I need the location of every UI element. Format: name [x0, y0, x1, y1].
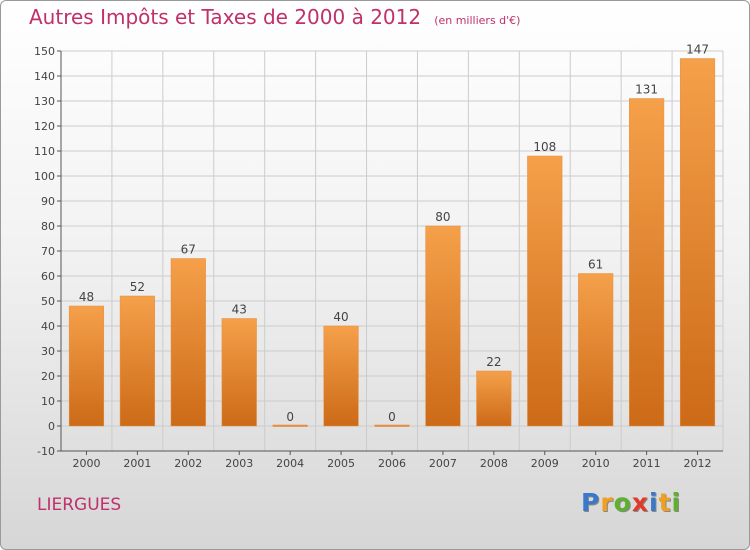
bar-2011 — [629, 98, 665, 427]
bar-2001 — [119, 295, 155, 427]
y-tick-label: 10 — [41, 395, 55, 408]
x-tick-label: 2002 — [174, 457, 202, 470]
bar-2008 — [476, 370, 512, 427]
y-tick-label: 110 — [34, 145, 55, 158]
brand-letter: i — [671, 488, 682, 517]
bar-2010 — [578, 273, 614, 427]
chart-title: Autres Impôts et Taxes de 2000 à 2012 — [29, 5, 422, 29]
bar-2002 — [170, 258, 206, 427]
x-tick-label: 2003 — [225, 457, 253, 470]
x-tick-label: 2012 — [684, 457, 712, 470]
data-label: 48 — [79, 290, 94, 304]
data-label: 80 — [435, 210, 450, 224]
brand-letter: x — [631, 488, 649, 517]
x-tick-label: 2004 — [276, 457, 304, 470]
data-label: 52 — [130, 280, 145, 294]
x-tick-label: 2009 — [531, 457, 559, 470]
y-tick-label: 150 — [34, 45, 55, 58]
location-label: LIERGUES — [37, 495, 122, 515]
data-label: 67 — [181, 243, 196, 257]
bar-2007 — [425, 225, 461, 427]
brand-letter: r — [600, 488, 614, 517]
x-tick-label: 2007 — [429, 457, 457, 470]
y-tick-label: 120 — [34, 120, 55, 133]
x-tick-label: 2006 — [378, 457, 406, 470]
y-tick-label: 130 — [34, 95, 55, 108]
bars — [68, 58, 716, 427]
axes — [57, 50, 723, 455]
x-tick-label: 2001 — [123, 457, 151, 470]
data-label: 40 — [333, 310, 348, 324]
y-tick-label: 70 — [41, 245, 55, 258]
y-tick-label: 50 — [41, 295, 55, 308]
bar-2000 — [68, 305, 105, 427]
x-tick-label: 2005 — [327, 457, 355, 470]
brand-letter: o — [613, 488, 632, 517]
y-tick-label: 0 — [48, 420, 55, 433]
bar-2005 — [323, 325, 359, 427]
data-label: 0 — [286, 410, 294, 424]
brand-letter: P — [581, 488, 601, 517]
brand-letter: t — [658, 488, 672, 517]
data-label: 43 — [232, 303, 247, 317]
data-label: 131 — [635, 83, 658, 97]
y-tick-label: 100 — [34, 170, 55, 183]
bar-2009 — [527, 155, 563, 427]
y-tick-label: 40 — [41, 320, 55, 333]
y-tick-label: 30 — [41, 345, 55, 358]
bar-2004 — [272, 424, 308, 427]
y-tick-label: 60 — [41, 270, 55, 283]
brand-letter: i — [649, 488, 659, 517]
x-tick-label: 2000 — [72, 457, 100, 470]
x-tick-label: 2008 — [480, 457, 508, 470]
bar-2003 — [221, 318, 257, 427]
x-tick-label: 2011 — [633, 457, 661, 470]
y-tick-label: 90 — [41, 195, 55, 208]
data-label: 61 — [588, 258, 603, 272]
data-label: 0 — [388, 410, 396, 424]
data-label: 147 — [686, 43, 709, 57]
y-tick-label: 80 — [41, 220, 55, 233]
bar-2006 — [374, 424, 410, 427]
labels: -10 0 10 20 30 40 50 60 70 80 90 100 110 120 130 140 150… — [34, 43, 712, 471]
chart-subtitle: (en milliers d'€) — [434, 14, 521, 27]
y-tick-label: 20 — [41, 370, 55, 383]
x-tick-label: 2010 — [582, 457, 610, 470]
y-tick-label: 140 — [34, 70, 55, 83]
data-label: 108 — [533, 140, 556, 154]
bar-2012 — [679, 58, 716, 427]
data-label: 22 — [486, 355, 501, 369]
y-tick-label: -10 — [37, 445, 55, 458]
grid-lines — [60, 50, 724, 452]
chart-title-block: Autres Impôts et Taxes de 2000 à 2012 (e… — [29, 5, 520, 29]
brand-logo: Proxiti — [581, 488, 681, 517]
